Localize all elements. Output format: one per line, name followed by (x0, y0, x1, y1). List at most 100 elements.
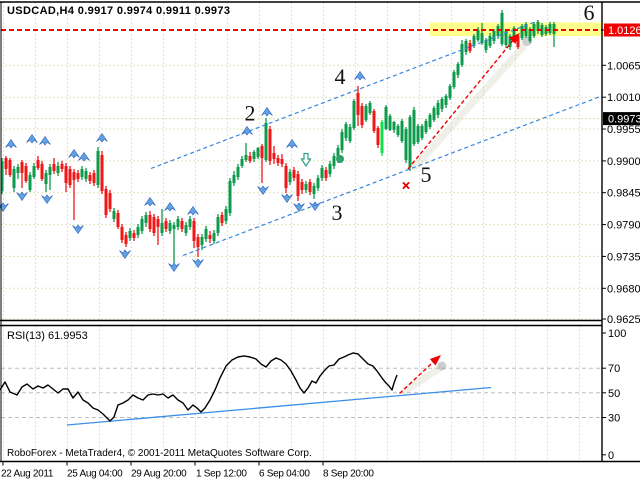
candle-body (188, 218, 192, 227)
candle-body (312, 185, 316, 194)
candle-body (472, 36, 476, 46)
candle-body (488, 36, 492, 46)
candle-body (396, 125, 400, 135)
candle-body (420, 125, 424, 138)
candle-body (36, 159, 40, 168)
candle-body (184, 225, 188, 233)
candle-body (280, 159, 284, 164)
price-tick-label: 0.9900 (607, 156, 640, 168)
candle-body (128, 231, 132, 238)
time-axis-label[interactable]: 8 Sep 20:00 (323, 469, 375, 480)
candle-body (436, 103, 440, 115)
candle-body (120, 226, 124, 241)
entry-dot-marker (336, 155, 344, 163)
candle-body (160, 222, 164, 233)
rsi-trendline (66, 386, 492, 426)
candle-body (536, 22, 540, 31)
candle-body (460, 44, 464, 65)
candle-body (336, 148, 340, 160)
candle-body (372, 111, 376, 131)
candle-body (500, 12, 504, 45)
candle-body (4, 158, 8, 170)
candle-body (208, 235, 212, 240)
candle-body (44, 173, 48, 185)
rsi-tick-label: 30 (608, 413, 620, 425)
candle-body (200, 236, 204, 245)
forecast-arrow (407, 33, 520, 170)
candle-body (348, 126, 352, 141)
candle-body (416, 125, 420, 142)
candle-body (452, 71, 456, 87)
candle-body (24, 166, 28, 182)
time-axis-label[interactable]: 1 Sep 12:00 (196, 469, 248, 480)
candle-body (148, 214, 152, 230)
candle-body (240, 159, 244, 167)
channel-upper-line (150, 20, 539, 170)
time-axis-label[interactable]: 29 Aug 20:00 (131, 469, 187, 480)
candle-body (192, 221, 196, 241)
rsi-forecast-arrow (399, 355, 441, 395)
candle-body (84, 170, 88, 179)
fractal-up-icon (261, 106, 273, 117)
fractal-up-icon (39, 135, 51, 146)
candle-body (136, 226, 140, 236)
candle-body (456, 63, 460, 75)
candle-body (12, 169, 16, 189)
candle-body (0, 161, 4, 192)
candle-body (28, 174, 32, 190)
rsi-tick-label: 100 (608, 328, 626, 340)
time-axis-label[interactable]: 6 Sep 04:00 (259, 469, 311, 480)
price-tick-label: 1.0010 (607, 92, 640, 104)
candle-body (388, 115, 392, 130)
candle-body (172, 225, 176, 230)
candle-body (552, 23, 556, 34)
candle-body (80, 169, 84, 178)
candle-body (72, 172, 76, 181)
candle-body (100, 155, 104, 192)
candle-body (332, 155, 336, 167)
candle-body (20, 162, 24, 174)
fractal-up-icon (26, 133, 38, 144)
candle-body (220, 214, 224, 223)
candle-body (480, 33, 484, 44)
candle-body (104, 188, 108, 215)
wave-label-4: 4 (335, 64, 346, 89)
fractal-up-icon (144, 196, 156, 207)
price-tick-label: 0.9625 (607, 314, 640, 326)
candle-body (64, 166, 68, 183)
candle-body (408, 117, 412, 167)
fractal-up-icon (164, 201, 176, 212)
candle-body (384, 107, 388, 130)
price-tick-label: 0.9790 (607, 220, 640, 232)
candle-body (164, 221, 168, 230)
rsi-tick-label: 0 (608, 450, 614, 462)
candle-body (316, 177, 320, 189)
candle-body (324, 170, 328, 178)
time-axis-label[interactable]: 25 Aug 04:00 (67, 469, 123, 480)
candle-body (360, 106, 364, 126)
candle-body (16, 166, 20, 174)
wave-label-6: 6 (584, 0, 595, 25)
candle-body (444, 96, 448, 105)
candle-body (244, 155, 248, 160)
fractal-up-icon (354, 70, 366, 81)
candle-body (468, 43, 472, 52)
bear-candles (4, 33, 520, 258)
time-axis-label[interactable]: 22 Aug 2011 (1, 469, 54, 480)
candle-body (412, 110, 416, 145)
fractal-down-icon (192, 258, 204, 269)
fractal-up-icon (286, 138, 298, 149)
candle-body (260, 145, 264, 159)
price-tick-label: 1.0065 (607, 60, 640, 72)
bid-price-label: 0.9973 (608, 114, 640, 126)
wave-label-3: 3 (332, 200, 343, 225)
candle-body (284, 166, 288, 189)
candle-body (248, 155, 252, 162)
rsi-level-lines (1, 367, 602, 418)
candle-body (224, 209, 228, 222)
candle-body (268, 129, 272, 162)
candle-body (464, 41, 468, 53)
candle-body (376, 128, 380, 145)
candle-body (152, 217, 156, 233)
